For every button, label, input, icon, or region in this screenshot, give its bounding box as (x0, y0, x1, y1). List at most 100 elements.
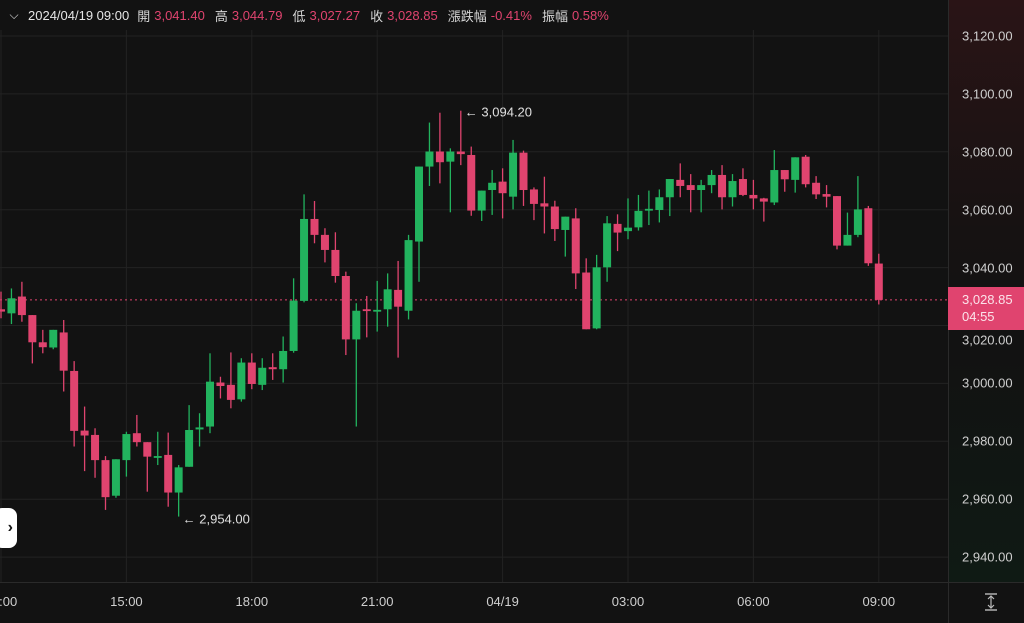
candle-01:45[interactable] (571, 208, 580, 290)
candle-body (185, 430, 194, 467)
candle-06:45[interactable] (780, 170, 789, 192)
candle-02:30[interactable] (603, 216, 612, 282)
candle-13:30[interactable] (59, 319, 68, 392)
candle-15:15[interactable] (132, 414, 141, 447)
chevron-down-icon[interactable]: ⌵ (9, 7, 19, 22)
candle-00:45[interactable] (529, 187, 538, 221)
candle-20:45[interactable] (362, 295, 371, 338)
candle-03:00[interactable] (624, 198, 632, 240)
candle-22:45[interactable] (446, 148, 455, 213)
candle-21:30[interactable] (394, 260, 403, 358)
vertical-resize-icon[interactable] (980, 591, 1002, 613)
candle-17:15[interactable] (216, 376, 225, 399)
candle-00:15[interactable] (509, 139, 518, 210)
price-tick-label: 2,980.00 (962, 433, 1013, 449)
candle-00:00[interactable] (498, 168, 507, 219)
candle-12:15[interactable] (7, 288, 16, 325)
candle-14:15[interactable] (91, 428, 100, 478)
candle-20:00[interactable] (331, 232, 340, 283)
candle-01:15[interactable] (550, 200, 559, 241)
candle-20:30[interactable] (352, 303, 361, 427)
candle-14:30[interactable] (101, 456, 110, 510)
candle-05:30[interactable] (728, 174, 737, 207)
candle-03:30[interactable] (644, 190, 653, 226)
candle-12:30[interactable] (17, 281, 26, 322)
candle-12:00[interactable] (0, 291, 5, 319)
candle-16:30[interactable] (185, 405, 194, 467)
candle-17:45[interactable] (237, 358, 246, 402)
candle-18:15[interactable] (258, 358, 267, 391)
candle-00:30[interactable] (519, 150, 528, 206)
candle-07:15[interactable] (801, 154, 810, 188)
candle-06:30[interactable] (770, 150, 779, 206)
candle-04:45[interactable] (697, 179, 706, 213)
candle-22:15[interactable] (425, 122, 434, 186)
candle-14:45[interactable] (111, 459, 120, 498)
candle-14:00[interactable] (80, 406, 89, 472)
candle-08:45[interactable] (864, 205, 873, 266)
open-label: 開 (137, 8, 151, 24)
candle-16:00[interactable] (164, 432, 173, 507)
low-label: 低 (292, 8, 306, 24)
candle-03:15[interactable] (634, 194, 643, 231)
candle-04:30[interactable] (686, 174, 695, 213)
candle-15:00[interactable] (122, 431, 131, 477)
candle-22:30[interactable] (435, 112, 444, 184)
candle-12:45[interactable] (28, 315, 37, 364)
candle-15:30[interactable] (143, 442, 152, 492)
candle-13:15[interactable] (49, 329, 58, 350)
candle-02:15[interactable] (592, 254, 601, 330)
candle-01:00[interactable] (540, 176, 549, 234)
candle-15:45[interactable] (153, 431, 162, 466)
candle-21:15[interactable] (383, 273, 392, 327)
candle-23:00[interactable] (456, 110, 465, 166)
candle-08:30[interactable] (853, 176, 862, 238)
candle-08:15[interactable] (843, 212, 852, 246)
candle-19:00[interactable] (289, 278, 298, 353)
candle-06:00[interactable] (749, 179, 758, 210)
candle-04:00[interactable] (665, 179, 674, 217)
candle-07:45[interactable] (822, 185, 831, 208)
candle-09:00[interactable] (874, 253, 883, 305)
candle-03:45[interactable] (655, 189, 664, 223)
candle-13:00[interactable] (38, 329, 47, 354)
candle-02:00[interactable] (582, 258, 591, 330)
expand-panel-button[interactable]: › (0, 508, 17, 548)
candle-23:15[interactable] (467, 146, 476, 216)
candlestick-chart[interactable] (0, 0, 948, 582)
candle-body (320, 234, 329, 250)
candle-23:30[interactable] (477, 190, 486, 221)
candle-19:45[interactable] (320, 228, 329, 263)
amplitude-value: 0.58% (571, 7, 609, 23)
candle-body (749, 194, 758, 199)
candle-16:45[interactable] (195, 413, 204, 447)
candle-04:15[interactable] (676, 163, 685, 198)
candle-23:45[interactable] (488, 170, 497, 215)
price-tick-label: 3,100.00 (962, 86, 1013, 102)
candle-18:00[interactable] (247, 353, 256, 390)
candle-01:30[interactable] (561, 216, 570, 257)
candle-19:30[interactable] (310, 201, 319, 244)
candle-body (373, 309, 382, 312)
time-axis[interactable] (0, 582, 1024, 623)
candle-18:45[interactable] (279, 336, 288, 383)
candle-05:45[interactable] (738, 168, 747, 197)
candle-22:00[interactable] (415, 166, 423, 282)
candle-07:00[interactable] (791, 157, 800, 193)
candle-08:00[interactable] (833, 196, 841, 250)
close-label: 收 (370, 8, 384, 24)
candle-17:30[interactable] (226, 352, 235, 409)
candle-06:15[interactable] (759, 197, 768, 222)
candle-21:00[interactable] (373, 280, 382, 332)
candle-05:15[interactable] (718, 165, 727, 210)
candle-19:15[interactable] (300, 194, 309, 303)
candle-20:15[interactable] (341, 271, 350, 356)
candle-05:00[interactable] (707, 170, 716, 194)
candle-07:30[interactable] (812, 176, 821, 199)
candle-17:00[interactable] (206, 353, 214, 434)
candle-02:45[interactable] (613, 214, 622, 252)
candle-13:45[interactable] (70, 361, 79, 447)
candle-21:45[interactable] (404, 234, 413, 320)
candle-16:15[interactable] (174, 465, 183, 517)
candle-18:30[interactable] (268, 353, 277, 380)
